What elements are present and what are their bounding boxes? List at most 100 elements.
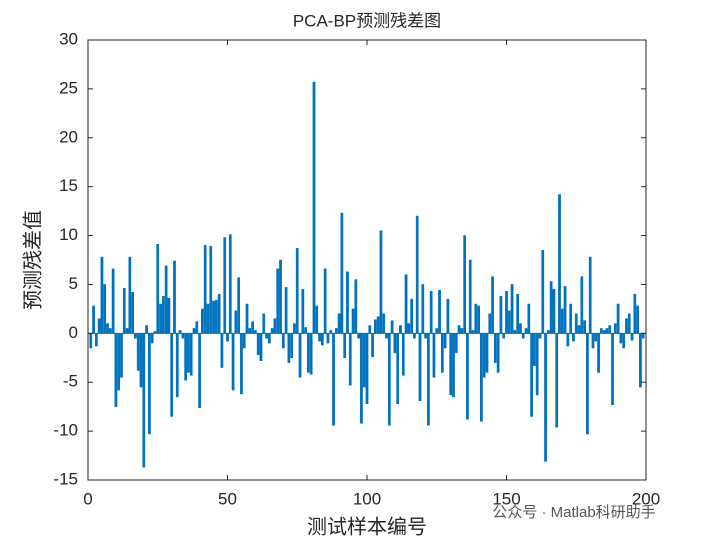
y-tick-label: -10 (53, 421, 78, 440)
bar (549, 281, 553, 334)
x-tick-label: 50 (218, 489, 237, 508)
bar (493, 333, 497, 363)
bar (599, 328, 603, 334)
bar (488, 313, 492, 334)
bar (92, 305, 95, 334)
bar (284, 287, 288, 334)
bar (309, 333, 313, 375)
bar (429, 291, 433, 334)
bar (446, 298, 450, 334)
bar (591, 333, 595, 349)
bar (496, 333, 500, 373)
bar (396, 333, 400, 404)
bar (577, 325, 581, 334)
bar (304, 327, 307, 334)
bar (524, 328, 528, 334)
bar (379, 230, 383, 334)
bar (251, 321, 254, 334)
bar (362, 333, 366, 388)
bar (131, 292, 135, 334)
y-tick-label: -15 (53, 469, 78, 488)
bar (97, 318, 101, 334)
y-tick-label: 5 (69, 274, 78, 293)
bar (136, 333, 140, 371)
bar (399, 325, 402, 334)
bar (424, 333, 427, 339)
bar (605, 328, 609, 334)
bar (326, 333, 330, 344)
bar (608, 325, 612, 334)
bar (460, 328, 464, 334)
bar (427, 333, 430, 426)
bar (574, 313, 578, 334)
bar (265, 333, 268, 339)
bar (120, 333, 123, 378)
plot-area (88, 40, 646, 480)
bar (415, 215, 419, 334)
bar (142, 333, 146, 468)
bar (619, 333, 623, 344)
bar (527, 303, 531, 334)
bar (103, 284, 107, 334)
bar (217, 293, 221, 334)
bar (432, 333, 436, 378)
bar (134, 333, 137, 339)
bar (474, 303, 478, 334)
bar (449, 333, 453, 396)
bar (332, 333, 335, 426)
y-tick-label: 0 (69, 323, 78, 342)
bar (625, 318, 628, 334)
bar (555, 333, 559, 428)
bar (622, 333, 626, 349)
bar (360, 333, 363, 424)
x-tick-label: 100 (353, 489, 381, 508)
bar (245, 303, 249, 334)
bar (627, 313, 631, 334)
bar (139, 333, 143, 388)
bar (452, 333, 455, 398)
bar (167, 297, 171, 334)
bar (435, 328, 439, 334)
bar (231, 333, 235, 391)
bar (145, 325, 148, 334)
bar (259, 333, 263, 361)
bar (125, 328, 129, 334)
bar (111, 268, 115, 334)
bar (95, 333, 98, 347)
bar (633, 293, 637, 334)
bar (100, 256, 104, 334)
bar (156, 244, 160, 334)
bar (572, 333, 575, 342)
bar (404, 274, 408, 334)
bar (348, 333, 352, 386)
bar (148, 333, 151, 435)
bar (175, 333, 179, 398)
bar (499, 295, 503, 334)
bar (438, 290, 441, 334)
bar (613, 323, 617, 334)
bar (636, 305, 639, 334)
bar (298, 333, 302, 378)
bar (220, 333, 224, 368)
bar (281, 333, 285, 349)
y-tick-label: -5 (63, 372, 78, 391)
bar (630, 333, 634, 341)
bar (510, 284, 514, 334)
bar (535, 333, 539, 396)
bar (491, 276, 494, 334)
bar (212, 300, 215, 334)
bar (187, 333, 190, 373)
bar (214, 299, 218, 334)
bar (544, 333, 547, 462)
x-tick-label: 200 (632, 489, 660, 508)
y-axis-label: 预测残差值 (21, 210, 45, 310)
x-axis-label: 测试样本编号 (307, 515, 427, 539)
bar (365, 333, 369, 404)
bar (387, 333, 391, 426)
bar (533, 333, 536, 366)
bar (181, 333, 185, 339)
bar (226, 333, 229, 342)
y-tick-label: 10 (59, 225, 78, 244)
bar (385, 333, 388, 339)
bar (315, 305, 319, 334)
